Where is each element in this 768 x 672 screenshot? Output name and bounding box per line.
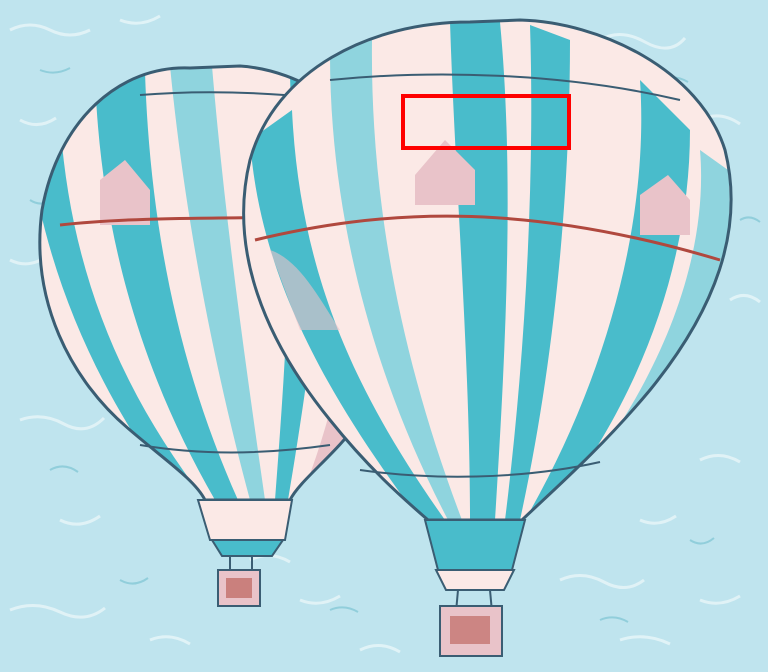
- sky-texture: [9, 14, 761, 654]
